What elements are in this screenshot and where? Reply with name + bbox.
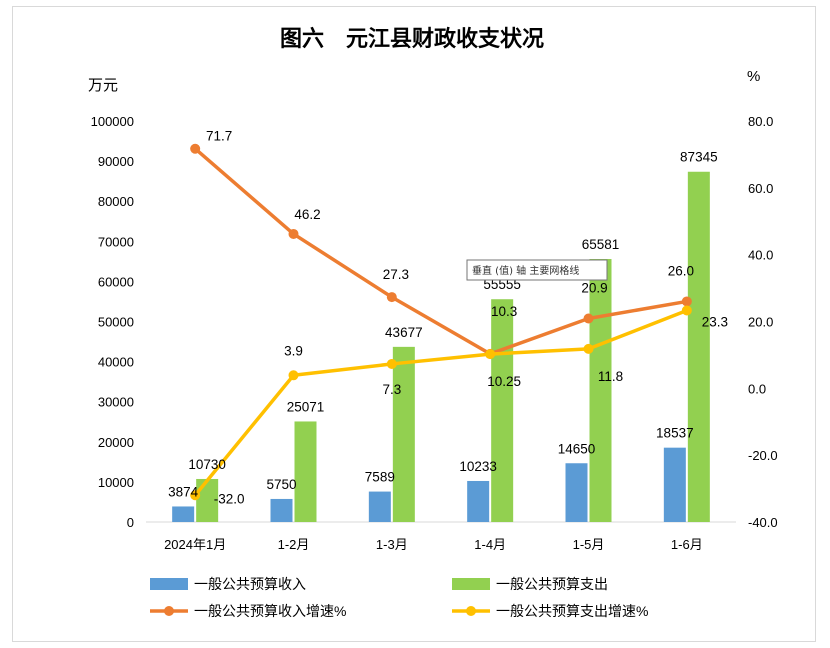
legend-swatch [150,578,188,590]
revenue-bar [467,480,490,522]
legend-swatch [452,578,490,590]
legend-label: 一般公共预算收入 [194,576,306,592]
revenue-growth-line [194,147,688,356]
left-tick-label: 100000 [91,114,134,129]
expenditure-growth-point [583,343,594,354]
revenue-bar [565,463,588,522]
x-tick-label: 2024年1月 [164,537,226,552]
expenditure-growth-point [288,370,299,381]
left-tick-label: 80000 [98,194,134,209]
expenditure-bar-label: 43677 [385,325,423,340]
expenditure-bar [491,299,514,522]
revenue-bar [172,506,195,522]
legend-label: 一般公共预算支出 [496,576,608,592]
tooltip-box [466,259,608,281]
data-labels-group: 3874 5750 7589 10233 14650 18537 10730 25071 436… [168,129,728,507]
left-axis-unit: 万元 [88,77,118,94]
lines-group [190,143,692,501]
x-axis-ticks: 2024年1月 1-2月 1-3月 1-4月 1-5月 1-6月 [164,537,703,552]
left-tick-label: 0 [127,515,134,530]
left-tick-label: 50000 [98,315,134,330]
legend-label: 一般公共预算支出增速% [496,603,648,619]
revenue-growth-label: 71.7 [206,129,232,144]
revenue-growth-point [681,296,692,307]
revenue-growth-point [386,292,397,303]
revenue-growth-point [288,228,299,239]
expenditure-growth-label: 10.25 [487,374,521,389]
expenditure-bar [294,421,317,522]
expenditure-bar-label: 10730 [188,457,226,472]
legend-swatch-marker [466,606,476,616]
revenue-bar-label: 7589 [365,470,395,485]
expenditure-bar-label: 87345 [680,150,718,165]
chart-title: 图六 元江县财政收支状况 [280,26,544,52]
left-tick-label: 20000 [98,435,134,450]
x-tick-label: 1-2月 [278,537,310,552]
expenditure-growth-point [485,349,496,360]
tooltip-text: 垂直 (值) 轴 主要网格线 [472,264,579,277]
expenditure-growth-point [681,305,692,316]
revenue-growth-label: 26.0 [668,263,694,278]
expenditure-bar-label: 55555 [483,277,521,292]
right-tick-label: -40.0 [748,515,778,530]
x-tick-label: 1-5月 [573,537,605,552]
right-tick-label: 40.0 [748,248,773,263]
left-tick-label: 10000 [98,475,134,490]
bars-group [172,171,710,522]
expenditure-bar [392,346,415,522]
x-tick-label: 1-6月 [671,537,703,552]
expenditure-growth-label: 11.8 [598,369,623,384]
expenditure-growth-line [193,308,688,497]
right-tick-label: 80.0 [748,114,773,129]
expenditure-growth-point [190,490,201,501]
x-tick-label: 1-4月 [474,537,506,552]
legend-swatch-marker [164,606,174,616]
revenue-growth-label: 46.2 [294,207,320,222]
expenditure-bar-label: 25071 [287,399,325,414]
expenditure-bar [687,171,710,522]
left-tick-label: 90000 [98,154,134,169]
x-tick-label: 1-3月 [376,537,408,552]
left-tick-label: 40000 [98,355,134,370]
revenue-growth-label: 27.3 [383,267,409,282]
revenue-growth-point [190,143,201,154]
revenue-bar [270,498,293,522]
right-axis-ticks: -40.0 -20.0 0.0 20.0 40.0 60.0 80.0 [748,114,778,530]
revenue-bar-label: 5750 [266,477,296,492]
expenditure-growth-point [386,358,397,369]
left-tick-label: 70000 [98,234,134,249]
right-tick-label: 0.0 [748,381,766,396]
revenue-bar-label: 18537 [656,426,694,441]
revenue-bar-label: 14650 [558,441,596,456]
revenue-growth-label: 10.3 [491,304,517,319]
right-tick-label: -20.0 [748,448,778,463]
revenue-bar [663,447,686,522]
revenue-growth-point [583,313,594,324]
expenditure-bar [589,259,612,522]
right-axis-unit: % [747,68,760,85]
expenditure-growth-label: 7.3 [382,382,401,397]
chart-frame [12,6,816,642]
legend-label: 一般公共预算收入增速% [194,603,346,619]
revenue-bar-label: 3874 [168,484,199,499]
left-axis-ticks: 0 10000 20000 30000 40000 50000 60000 70000 8000… [91,114,134,530]
revenue-bar [368,491,391,522]
expenditure-growth-label: 3.9 [284,343,303,358]
revenue-growth-label: 20.9 [581,280,607,295]
expenditure-growth-label: 23.3 [702,314,728,329]
tooltip: 垂直 (值) 轴 主要网格线 [466,259,608,281]
expenditure-growth-label: -32.0 [214,491,245,506]
right-tick-label: 20.0 [748,315,773,330]
right-tick-label: 60.0 [748,181,773,196]
left-tick-label: 30000 [98,395,134,410]
expenditure-bar-label: 65581 [582,237,620,252]
left-tick-label: 60000 [98,274,134,289]
revenue-bar-label: 10233 [459,459,497,474]
